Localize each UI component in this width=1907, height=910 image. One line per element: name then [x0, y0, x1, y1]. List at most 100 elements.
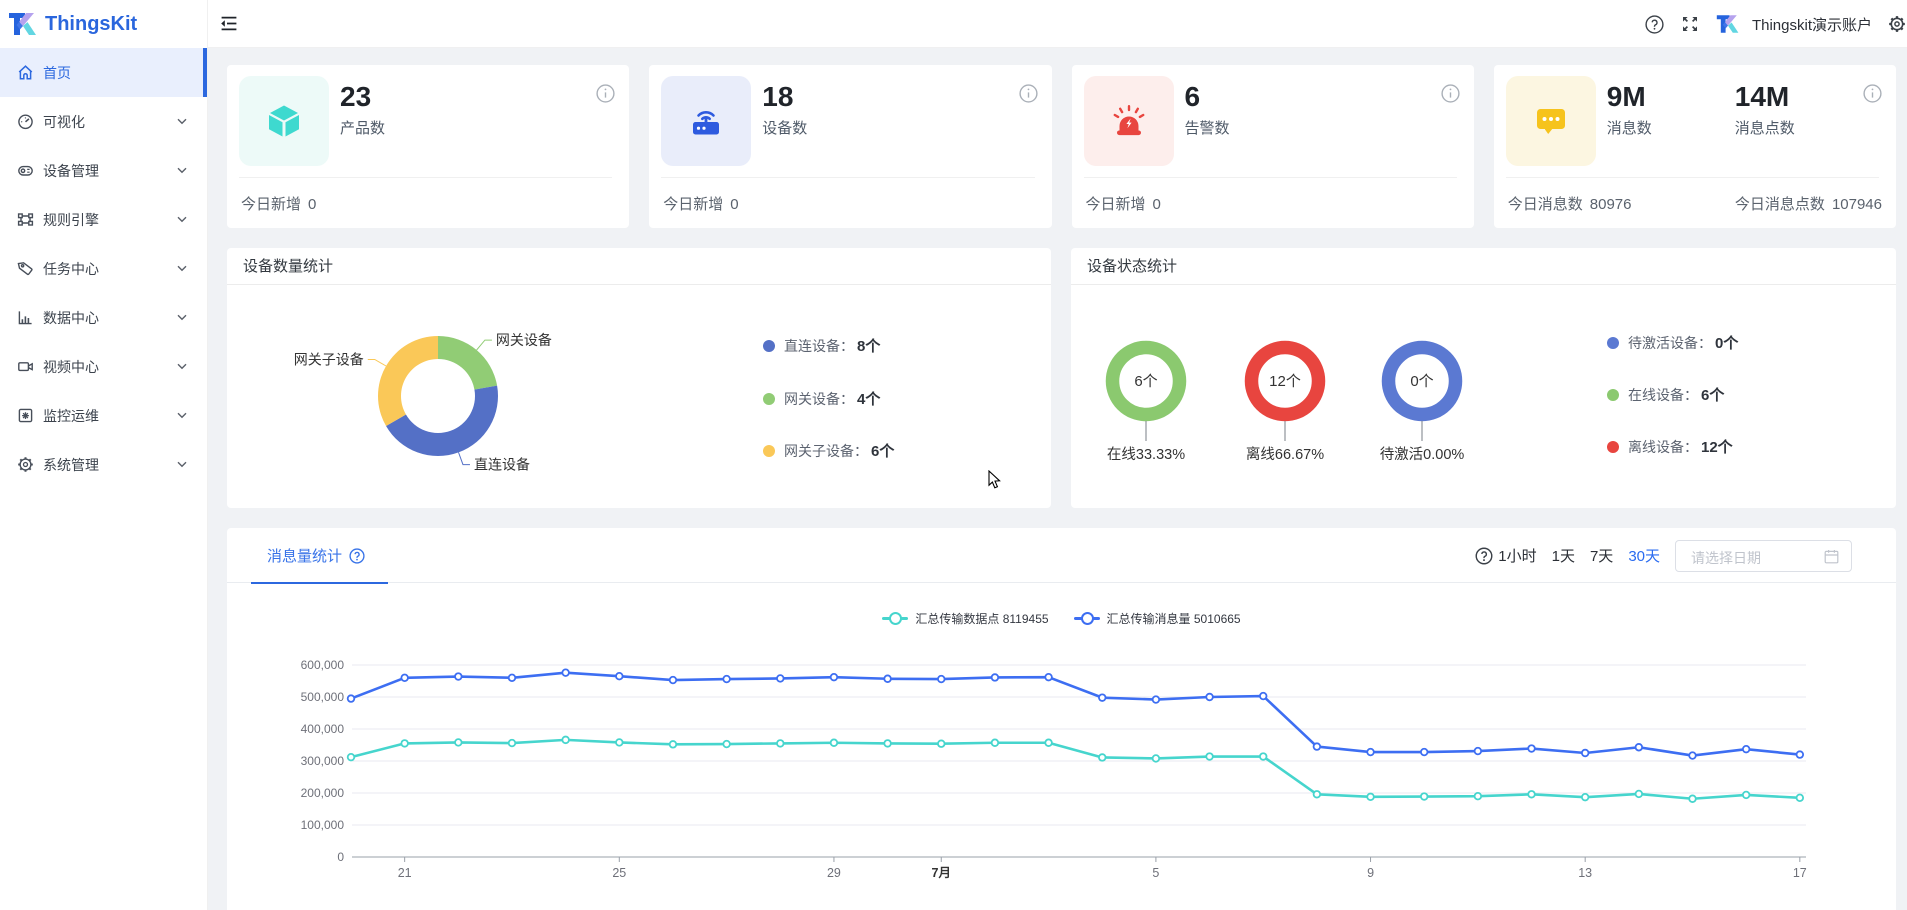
- legend-value: 4个: [857, 391, 881, 408]
- sidebar-item-device-management[interactable]: 设备管理: [0, 146, 207, 195]
- legend-label: 直连设备：: [784, 337, 854, 354]
- legend-circle: [889, 612, 903, 625]
- time-range-group: 1小时 1天 7天 30天 请选择日期: [1475, 528, 1896, 583]
- sidebar-item-label: 设备管理: [43, 162, 99, 179]
- sidebar-item-video-center[interactable]: 视频中心: [0, 342, 207, 391]
- legend-item[interactable]: 网关设备： 4个: [763, 388, 880, 409]
- stat-cards: 23 产品数 今日新增 0: [227, 65, 1896, 228]
- sidebar-item-rule-engine[interactable]: 规则引擎: [0, 195, 207, 244]
- settings-gear-icon[interactable]: [1888, 15, 1906, 33]
- sidebar-item-monitor-ops[interactable]: 监控运维: [0, 391, 207, 440]
- legend-dot: [1607, 336, 1619, 349]
- sidebar: ThingsKit 首页 可视化 设备管理: [0, 0, 208, 910]
- stat-card-devices: 18 设备数 今日新增 0: [649, 65, 1052, 228]
- video-icon: [16, 358, 34, 376]
- range-1hour[interactable]: 1小时: [1498, 548, 1537, 565]
- fullscreen-icon[interactable]: [1682, 16, 1698, 32]
- sidebar-menu: 首页 可视化 设备管理 规则引擎: [0, 48, 207, 489]
- sidebar-collapse-icon[interactable]: [221, 16, 237, 31]
- info-icon[interactable]: [1441, 84, 1460, 103]
- account-avatar[interactable]: [1716, 12, 1740, 36]
- sidebar-item-data-center[interactable]: 数据中心: [0, 293, 207, 342]
- legend-label: 网关设备：: [784, 390, 854, 407]
- info-icon[interactable]: [596, 84, 615, 103]
- footer-label2: 今日消息点数: [1734, 195, 1825, 213]
- info-icon[interactable]: [1863, 84, 1882, 103]
- rule-engine-icon: [16, 211, 34, 229]
- calendar-icon: [1824, 549, 1839, 564]
- divider: [239, 177, 613, 178]
- tab-label: 消息量统计: [267, 548, 343, 565]
- sidebar-item-visualization[interactable]: 可视化: [0, 97, 207, 146]
- topbar-right: Thingskit演示账户: [1645, 0, 1907, 48]
- line-series-marker: [1073, 612, 1100, 625]
- footer-stat: 今日消息点数 107946: [1735, 193, 1882, 214]
- legend-item-datapoints[interactable]: 汇总传输数据点 8119455: [882, 610, 1049, 627]
- date-picker-placeholder: 请选择日期: [1691, 549, 1761, 566]
- svg-text:100,000: 100,000: [301, 818, 345, 832]
- chevron-down-icon: [177, 265, 187, 272]
- legend-item[interactable]: 网关子设备： 6个: [763, 440, 894, 461]
- svg-text:离线66.67%: 离线66.67%: [1246, 446, 1324, 463]
- legend-item[interactable]: 待激活设备： 0个: [1607, 332, 1738, 353]
- sidebar-item-system-management[interactable]: 系统管理: [0, 440, 207, 489]
- sidebar-item-task-center[interactable]: 任务中心: [0, 244, 207, 293]
- tab-message-volume[interactable]: 消息量统计: [251, 528, 389, 584]
- legend-item[interactable]: 离线设备： 12个: [1607, 436, 1733, 457]
- legend-circle: [1080, 612, 1094, 625]
- chevron-down-icon: [177, 167, 187, 174]
- svg-text:17: 17: [1793, 866, 1807, 880]
- legend-item[interactable]: 在线设备： 6个: [1607, 384, 1724, 405]
- message-volume-line-chart[interactable]: 0 100,000 200,000 300,000 400,000 500,000 600,…: [227, 528, 1896, 910]
- mouse-cursor: [988, 470, 1001, 489]
- legend-dot: [763, 392, 775, 405]
- svg-text:21: 21: [398, 866, 412, 880]
- svg-text:25: 25: [612, 866, 626, 880]
- chevron-down-icon: [177, 118, 187, 125]
- range-1day[interactable]: 1天: [1551, 548, 1575, 565]
- gear-icon: [16, 456, 34, 474]
- logo[interactable]: ThingsKit: [0, 0, 207, 48]
- product-count-label: 产品数: [340, 120, 386, 137]
- divider: [1505, 177, 1879, 178]
- legend-label: 在线设备：: [1628, 386, 1698, 403]
- card-footer: 今日消息数 80976 今日消息点数 107946: [1508, 178, 1882, 228]
- account-name[interactable]: Thingskit演示账户: [1751, 16, 1872, 34]
- card-footer: 今日新增 0: [663, 178, 1037, 228]
- date-picker-input[interactable]: 请选择日期: [1675, 539, 1852, 572]
- range-7days[interactable]: 7天: [1589, 548, 1614, 565]
- logo-text: ThingsKit: [45, 12, 138, 35]
- svg-text:13: 13: [1578, 866, 1592, 880]
- tab-help-icon[interactable]: [349, 547, 365, 564]
- alarm-count: 6: [1184, 81, 1201, 112]
- footer-value2: 107946: [1831, 195, 1882, 213]
- legend-dot: [1607, 388, 1619, 401]
- help-icon[interactable]: [1645, 14, 1664, 34]
- line-chart-legend: 汇总传输数据点 8119455 汇总传输消息量 5010665: [227, 610, 1896, 627]
- legend-value: 6个: [1701, 387, 1725, 404]
- message-count: 9M: [1606, 81, 1646, 112]
- svg-text:网关设备: 网关设备: [496, 332, 552, 348]
- legend-item-messages[interactable]: 汇总传输消息量 5010665: [1073, 610, 1241, 627]
- info-icon[interactable]: [1018, 84, 1038, 103]
- footer-stat: 今日新增 0: [241, 193, 316, 214]
- card-footer: 今日新增 0: [241, 178, 615, 228]
- message-point-count-label: 消息点数: [1734, 120, 1795, 137]
- legend-label: 网关子设备：: [784, 442, 868, 459]
- legend-item[interactable]: 直连设备： 8个: [763, 335, 880, 356]
- range-help-icon[interactable]: [1475, 547, 1493, 565]
- footer-stat: 今日新增 0: [663, 193, 738, 214]
- sidebar-item-home[interactable]: 首页: [0, 48, 207, 97]
- svg-text:600,000: 600,000: [301, 658, 345, 672]
- message-point-count: 14M: [1734, 81, 1790, 112]
- legend-value: 8个: [857, 338, 881, 355]
- device-count: 18: [762, 81, 794, 112]
- range-30days[interactable]: 30天: [1628, 548, 1660, 565]
- footer-stat: 今日消息数 80976: [1508, 193, 1632, 214]
- svg-text:400,000: 400,000: [301, 722, 345, 736]
- sidebar-item-label: 数据中心: [43, 309, 99, 326]
- product-icon-box: [239, 76, 329, 166]
